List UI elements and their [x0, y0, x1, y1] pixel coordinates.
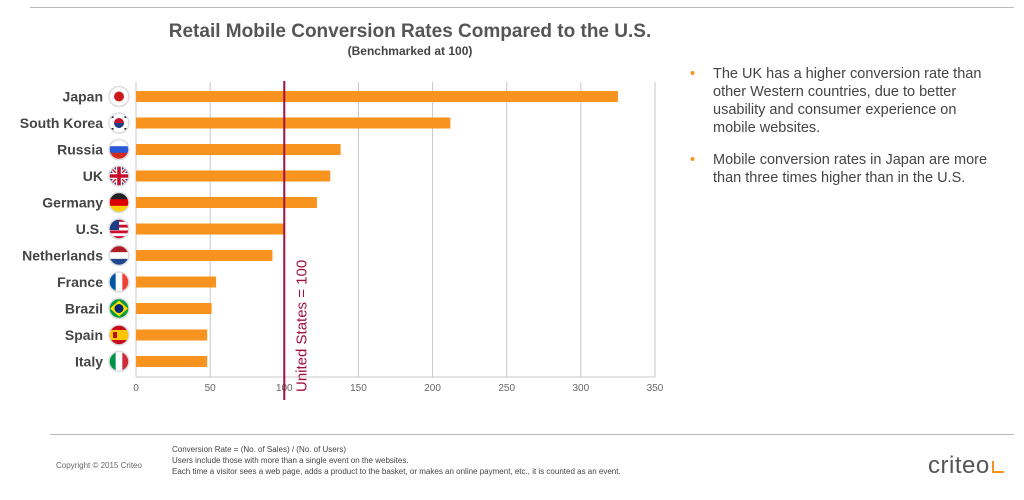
footnote-line: Users include those with more than a sin…	[172, 456, 409, 465]
france-flag-icon	[108, 271, 130, 293]
germany-flag-icon	[108, 191, 130, 214]
insight-item: • Mobile conversion rates in Japan are m…	[690, 151, 990, 187]
bar-spain	[136, 329, 208, 341]
category-label: UK	[83, 168, 103, 184]
footnote-line: Conversion Rate = (No. of Sales) / (No. …	[172, 445, 347, 454]
category-label: Netherlands	[22, 248, 103, 264]
footnotes: Conversion Rate = (No. of Sales) / (No. …	[172, 444, 621, 477]
chart-title: Retail Mobile Conversion Rates Compared …	[168, 21, 652, 42]
x-tick-label: 0	[133, 383, 139, 394]
category-label: U.S.	[76, 221, 103, 237]
footnote-line: Each time a visitor sees a web page, add…	[172, 467, 621, 476]
x-tick-label: 300	[573, 383, 590, 394]
insight-item: • The UK has a higher conversion rate th…	[690, 65, 990, 137]
reference-line-label: United States = 100	[293, 260, 310, 392]
category-label: Russia	[57, 142, 103, 158]
bullet-marker: •	[690, 66, 696, 82]
bar-germany	[136, 197, 317, 208]
criteo-logo: criteo	[928, 452, 1004, 480]
category-label: Japan	[63, 89, 103, 105]
bar-italy	[136, 356, 208, 367]
footer-divider	[50, 434, 1014, 435]
uk-flag-icon	[108, 165, 130, 187]
category-label: Brazil	[65, 301, 103, 317]
us-flag-icon	[108, 218, 130, 240]
bar-netherlands	[136, 250, 273, 261]
copyright-text: Copyright © 2015 Criteo	[56, 461, 142, 470]
bar-south-korea	[136, 117, 451, 129]
netherlands-flag-icon	[108, 244, 130, 267]
x-tick-label: 150	[350, 383, 367, 394]
x-tick-label: 200	[424, 383, 441, 394]
chart-subtitle: (Benchmarked at 100)	[347, 44, 473, 58]
south-korea-flag-icon	[108, 112, 130, 134]
bullet-marker: •	[690, 152, 696, 168]
brazil-flag-icon	[108, 297, 130, 320]
russia-flag-icon	[108, 138, 130, 161]
insight-list: • The UK has a higher conversion rate th…	[690, 65, 990, 201]
bar-uk	[136, 170, 331, 182]
category-label: France	[57, 274, 103, 290]
italy-flag-icon	[108, 350, 130, 373]
x-tick-label: 50	[205, 383, 217, 394]
bar-france	[136, 276, 217, 288]
category-label: South Korea	[20, 115, 103, 131]
bar-brazil	[136, 303, 212, 314]
japan-flag-icon	[108, 85, 130, 108]
logo-mark-icon	[991, 461, 1004, 473]
category-label: Germany	[42, 195, 103, 211]
bar-u-s-	[136, 223, 285, 235]
top-divider	[30, 7, 1014, 8]
bar-chart: 050100150200250300350JapanSouth KoreaRus…	[20, 81, 664, 400]
bar-japan	[136, 91, 618, 102]
insight-text: Mobile conversion rates in Japan are mor…	[713, 152, 988, 186]
logo-text: criteo	[928, 452, 990, 479]
category-label: Spain	[65, 327, 103, 343]
category-label: Italy	[75, 354, 103, 370]
spain-flag-icon	[108, 324, 130, 346]
bar-russia	[136, 144, 341, 155]
x-tick-label: 250	[498, 383, 515, 394]
x-tick-label: 350	[647, 383, 664, 394]
insight-text: The UK has a higher conversion rate than…	[713, 66, 982, 136]
